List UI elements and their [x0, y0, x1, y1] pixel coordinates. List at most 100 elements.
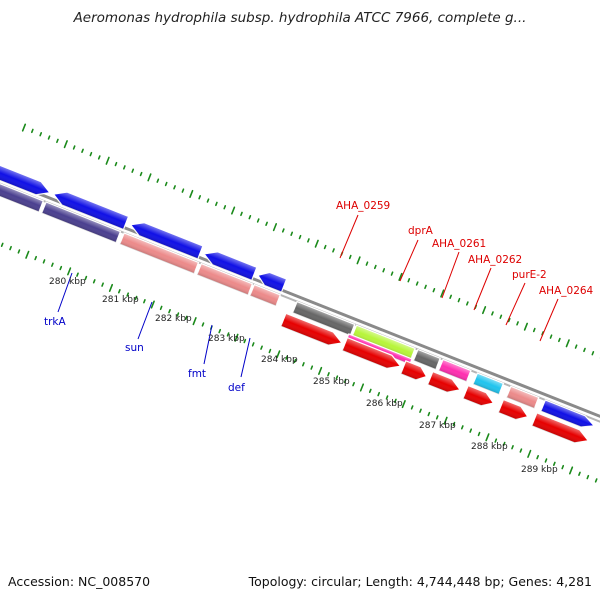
tick-mark — [201, 322, 205, 327]
tick-mark — [499, 314, 503, 319]
tick-mark — [223, 205, 227, 210]
tick-mark — [348, 254, 352, 260]
tick-mark — [147, 173, 152, 182]
tick-mark — [234, 333, 239, 342]
tick-mark — [335, 375, 339, 380]
tick-mark — [168, 308, 171, 314]
tick-mark — [143, 299, 146, 304]
tick-mark — [42, 259, 46, 264]
tick-mark — [591, 351, 595, 356]
gene-feature — [412, 348, 441, 371]
tick-mark — [385, 395, 389, 400]
ruler-tick-label: 285 kbp — [313, 377, 350, 387]
tick-mark — [377, 391, 381, 397]
accession-label: Accession: NC_008570 — [8, 574, 151, 589]
tick-mark — [435, 415, 439, 420]
tick-mark — [56, 138, 59, 144]
tick-mark — [126, 292, 130, 297]
tick-mark — [332, 248, 335, 253]
label-leader-line — [473, 267, 492, 311]
tick-mark — [76, 272, 79, 277]
tick-mark — [218, 328, 222, 334]
tick-mark — [293, 358, 297, 364]
tick-mark — [449, 294, 452, 300]
tick-mark — [248, 214, 252, 220]
tick-mark — [34, 255, 38, 261]
gene-forward — [52, 191, 130, 231]
tick-mark — [424, 284, 427, 290]
tick-mark — [84, 275, 88, 281]
label-leader-line — [203, 324, 213, 365]
tick-mark — [327, 372, 330, 377]
tick-mark — [92, 279, 96, 284]
tick-mark — [432, 287, 436, 293]
map-title: Aeromonas hydrophila subsp. hydrophila A… — [73, 10, 527, 26]
tick-mark — [215, 201, 218, 207]
gene-forward — [129, 222, 204, 260]
tick-mark — [485, 433, 490, 442]
gene-reverse — [497, 398, 529, 421]
tick-mark — [578, 471, 581, 476]
tick-mark — [240, 211, 243, 217]
tick-mark — [491, 311, 494, 316]
tick-mark — [532, 327, 536, 333]
gene-reverse — [426, 370, 462, 393]
gene-forward — [257, 271, 288, 293]
tick-mark — [268, 348, 272, 354]
tick-mark — [410, 405, 414, 410]
tick-mark — [318, 366, 323, 375]
tick-mark — [21, 123, 27, 132]
tick-mark — [368, 388, 372, 394]
tick-mark — [123, 165, 126, 170]
label-leader-line — [505, 282, 526, 326]
tick-mark — [558, 337, 561, 343]
tick-mark — [352, 381, 355, 387]
gene-forward — [202, 251, 258, 282]
tick-mark — [356, 256, 361, 265]
tick-mark — [565, 339, 570, 348]
tick-mark — [226, 332, 230, 337]
gene-feature — [437, 358, 472, 383]
ruler-tick-label: 280 kbp — [49, 277, 86, 287]
tick-mark — [281, 228, 285, 233]
tick-mark — [586, 474, 590, 480]
gene-feature — [472, 372, 505, 396]
tick-mark — [373, 264, 377, 270]
tick-mark — [159, 305, 163, 311]
tick-mark — [427, 411, 431, 417]
tick-mark — [390, 271, 394, 276]
tick-mark — [440, 289, 445, 298]
label-leader-line — [539, 298, 559, 342]
tick-mark — [101, 282, 104, 287]
tick-mark — [25, 250, 30, 259]
tick-mark — [298, 234, 302, 240]
tick-mark — [343, 378, 347, 384]
tick-mark — [307, 238, 310, 243]
ruler-tick-label: 281 kbp — [102, 295, 139, 305]
tick-mark — [594, 478, 598, 483]
tick-mark — [583, 347, 586, 353]
tick-mark — [477, 431, 481, 437]
cds-forward — [40, 201, 122, 244]
tick-mark — [398, 272, 403, 281]
tick-mark — [9, 245, 12, 251]
tick-mark — [272, 223, 278, 232]
tick-mark — [553, 461, 556, 467]
tick-mark — [574, 344, 578, 349]
tick-mark — [231, 206, 236, 215]
tick-mark — [256, 218, 260, 223]
gene-forward — [0, 160, 51, 196]
gene-reverse — [280, 312, 344, 346]
tick-mark — [192, 317, 197, 326]
label-leader-line — [57, 272, 73, 313]
ruler-tick-label: 286 kbp — [366, 399, 403, 409]
tick-mark — [544, 458, 548, 463]
tick-mark — [117, 289, 121, 294]
tick-mark — [63, 140, 68, 149]
tick-mark — [419, 408, 422, 413]
tick-mark — [0, 242, 4, 248]
tick-mark — [81, 148, 84, 154]
cds-forward — [118, 232, 200, 275]
